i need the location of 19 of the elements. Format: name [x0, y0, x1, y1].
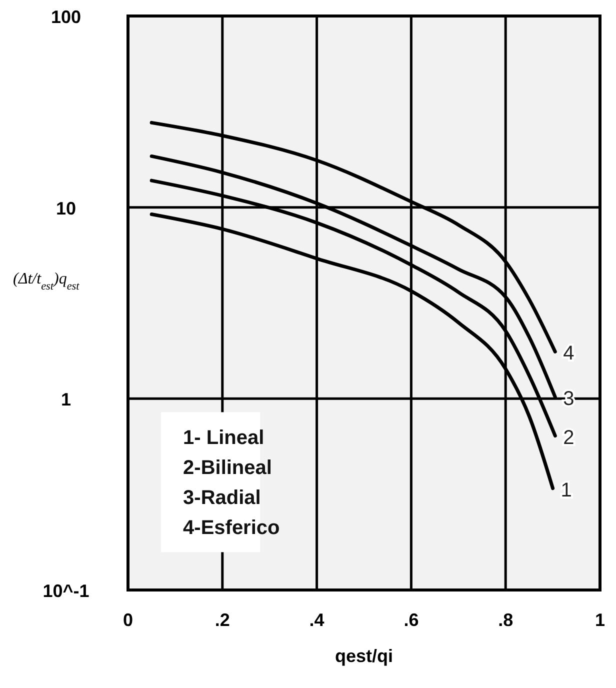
y-tick-label: 10	[56, 198, 76, 218]
annotation: 2-Bilineal	[183, 457, 272, 480]
y-tick-label: 1	[60, 390, 72, 410]
series-label: 1	[560, 479, 572, 502]
series-label: 4	[563, 342, 574, 365]
y-tick-label: 100	[50, 7, 82, 27]
x-tick-label: .6	[404, 610, 419, 630]
x-tick-label: .4	[309, 610, 324, 630]
annotation: 4-Esferico	[183, 517, 280, 540]
y-axis-title: (Δt/t$_{est}$)q$_{est}$	[13, 270, 80, 292]
series-label: 2	[563, 426, 574, 449]
x-tick-label: 1	[594, 610, 606, 630]
x-axis-title: qest/qi	[334, 646, 394, 666]
x-tick-label: .2	[214, 610, 230, 630]
y-tick-label: 10^-1	[42, 581, 90, 601]
x-tick-label: .8	[498, 610, 514, 630]
x-tick-label: 0	[122, 610, 134, 630]
annotation: 3-Radial	[183, 487, 261, 510]
annotation: 1- Lineal	[183, 427, 264, 450]
